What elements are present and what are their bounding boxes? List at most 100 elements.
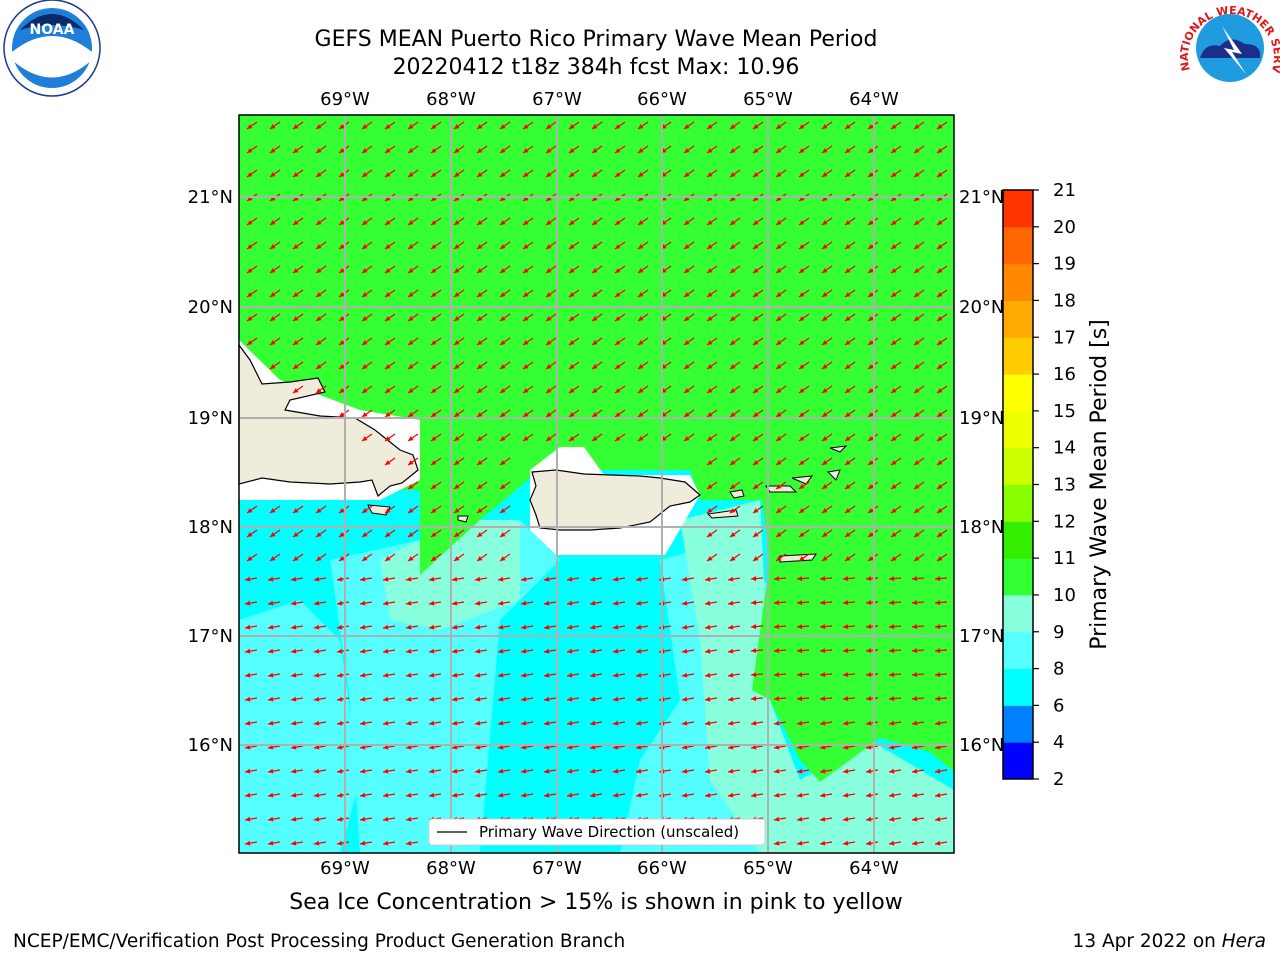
colorbar-segment bbox=[1003, 558, 1033, 596]
wave-arrow-head bbox=[475, 624, 481, 630]
sea-field-8-9-sw bbox=[239, 680, 320, 853]
wave-arrow-head bbox=[868, 364, 874, 369]
wave-arrow-head bbox=[500, 388, 506, 393]
wave-arrow-head bbox=[682, 672, 688, 678]
wave-arrow-head bbox=[935, 768, 941, 774]
wave-arrow-head bbox=[500, 412, 506, 417]
wave-arrow-head bbox=[477, 196, 483, 201]
wave-arrow-head bbox=[914, 124, 920, 129]
wave-arrow-head bbox=[362, 316, 368, 321]
wave-arrow-head bbox=[546, 316, 552, 321]
wave-arrow-head bbox=[270, 220, 276, 225]
wave-arrow-head bbox=[293, 292, 299, 297]
wave-arrow-head bbox=[820, 768, 826, 774]
wave-arrow-head bbox=[293, 172, 299, 177]
wave-arrow-head bbox=[868, 460, 874, 465]
wave-arrow-head bbox=[843, 648, 849, 654]
wave-arrow-head bbox=[843, 720, 849, 726]
wave-arrow-head bbox=[291, 648, 297, 654]
wave-arrow-head bbox=[270, 316, 276, 321]
wave-arrow-head bbox=[797, 816, 803, 822]
wave-arrow-head bbox=[613, 576, 619, 582]
wave-arrow-head bbox=[889, 768, 895, 774]
wave-arrow-head bbox=[682, 648, 688, 654]
wave-arrow-head bbox=[544, 600, 550, 606]
wave-arrow-head bbox=[912, 648, 918, 654]
wave-arrow-head bbox=[454, 508, 460, 513]
wave-arrow-head bbox=[408, 484, 414, 489]
wave-arrow-head bbox=[914, 364, 920, 369]
wave-arrow-head bbox=[385, 124, 391, 129]
wave-arrow-head bbox=[590, 624, 596, 630]
wave-arrow-head bbox=[546, 196, 552, 201]
wave-arrow-head bbox=[843, 576, 849, 582]
wave-arrow-head bbox=[776, 412, 782, 417]
wave-arrow-head bbox=[774, 792, 780, 798]
wave-arrow-head bbox=[270, 244, 276, 249]
wave-arrow-head bbox=[705, 600, 711, 606]
wave-arrow-head bbox=[268, 600, 274, 606]
wave-arrow-head bbox=[866, 816, 872, 822]
wave-arrow-head bbox=[753, 364, 759, 369]
wave-arrow-head bbox=[776, 124, 782, 129]
wave-arrow-head bbox=[477, 172, 483, 177]
wave-arrow-head bbox=[845, 124, 851, 129]
wave-arrow-head bbox=[383, 576, 389, 582]
wave-arrow-head bbox=[753, 148, 759, 153]
colorbar-segment bbox=[1003, 631, 1033, 670]
wave-arrow-head bbox=[429, 768, 435, 774]
wave-arrow-head bbox=[454, 268, 460, 273]
wave-arrow-head bbox=[408, 436, 414, 441]
wave-arrow-head bbox=[912, 696, 918, 702]
wave-arrow-head bbox=[728, 768, 734, 774]
wave-arrow-head bbox=[753, 172, 759, 177]
colorbar-tick-label: 12 bbox=[1053, 511, 1076, 532]
wave-arrow-head bbox=[385, 532, 391, 537]
wave-arrow-head bbox=[751, 720, 757, 726]
wave-arrow-head bbox=[797, 720, 803, 726]
wave-arrow-head bbox=[845, 484, 851, 489]
wave-arrow-head bbox=[845, 196, 851, 201]
wave-arrow-head bbox=[567, 624, 573, 630]
wave-arrow-head bbox=[615, 364, 621, 369]
wave-arrow-head bbox=[638, 412, 644, 417]
wave-arrow-head bbox=[705, 624, 711, 630]
wave-arrow-head bbox=[475, 600, 481, 606]
wave-arrow-head bbox=[730, 436, 736, 441]
wave-arrow-head bbox=[615, 388, 621, 393]
wave-arrow-head bbox=[590, 600, 596, 606]
wave-arrow-head bbox=[293, 340, 299, 345]
colorbar-tick-label: 8 bbox=[1053, 659, 1064, 680]
wave-arrow-head bbox=[868, 412, 874, 417]
wave-arrow-head bbox=[615, 196, 621, 201]
wave-arrow-head bbox=[891, 412, 897, 417]
wave-arrow-head bbox=[868, 268, 874, 273]
wave-arrow-head bbox=[431, 292, 437, 297]
wave-arrow-head bbox=[385, 436, 391, 441]
wave-arrow-head bbox=[385, 172, 391, 177]
wave-arrow-head bbox=[638, 364, 644, 369]
wave-arrow-head bbox=[360, 624, 366, 630]
wave-arrow-head bbox=[293, 124, 299, 129]
wave-arrow-head bbox=[408, 388, 414, 393]
wave-arrow-head bbox=[291, 816, 297, 822]
wave-arrow-head bbox=[868, 196, 874, 201]
wave-arrow-head bbox=[592, 340, 598, 345]
wave-arrow-head bbox=[521, 600, 527, 606]
colorbar-tick-label: 18 bbox=[1053, 290, 1076, 311]
wave-arrow-head bbox=[270, 292, 276, 297]
wave-arrow-head bbox=[339, 172, 345, 177]
colorbar-segment bbox=[1003, 374, 1033, 412]
wave-arrow-head bbox=[293, 148, 299, 153]
wave-arrow-head bbox=[314, 600, 320, 606]
wave-arrow-head bbox=[500, 148, 506, 153]
wave-arrow-head bbox=[797, 840, 803, 846]
wave-arrow-head bbox=[774, 768, 780, 774]
wave-arrow-head bbox=[454, 172, 460, 177]
wave-arrow-head bbox=[866, 720, 872, 726]
wave-arrow-head bbox=[707, 508, 713, 513]
wave-arrow-head bbox=[360, 768, 366, 774]
wave-arrow-head bbox=[498, 672, 504, 678]
wave-arrow-head bbox=[383, 672, 389, 678]
wave-arrow-head bbox=[544, 768, 550, 774]
